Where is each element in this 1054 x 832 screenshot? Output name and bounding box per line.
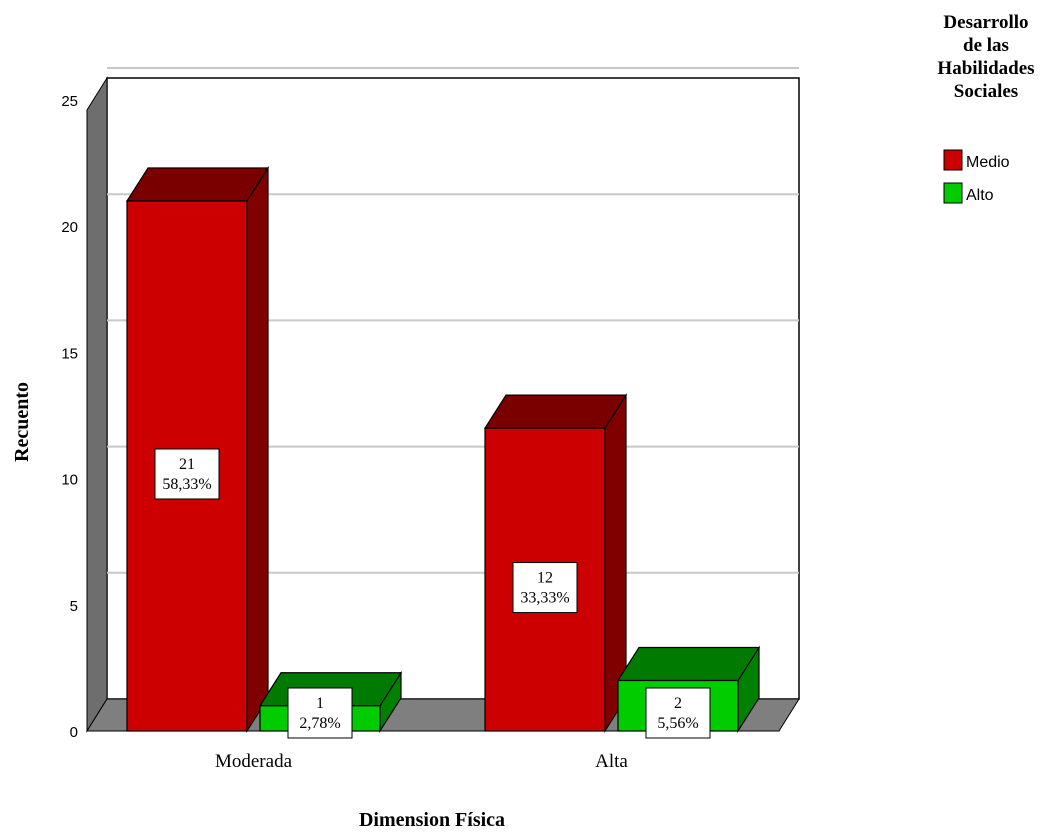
legend-item-medio: Medio: [943, 149, 1010, 171]
legend-swatch: [943, 149, 963, 171]
legend-title: de las: [963, 35, 1009, 56]
x-category-label: Moderada: [215, 751, 293, 772]
legend-title: Habilidades: [937, 58, 1034, 79]
legend-label: Alto: [966, 187, 994, 204]
x-category-label: Alta: [595, 751, 628, 772]
y-tick-label: 10: [61, 472, 78, 489]
data-label: 1 2,78%: [287, 687, 353, 739]
data-labels: 21 58,33% 1 2,78% 12 33,33% 2 5,56%: [154, 448, 711, 739]
bar-side: [246, 165, 269, 734]
data-label-percent: 58,33%: [162, 476, 211, 493]
data-label-box: [287, 687, 353, 739]
bar-medio-moderada: [125, 165, 270, 734]
bar-top: [616, 646, 761, 682]
chart-side-wall: [86, 76, 108, 733]
data-label: 2 5,56%: [645, 687, 711, 739]
data-label-count: 1: [316, 695, 324, 712]
legend-label: Medio: [966, 154, 1010, 171]
data-label-percent: 2,78%: [299, 715, 340, 732]
data-label-box: [512, 562, 578, 614]
bar-top: [125, 167, 270, 202]
data-label-count: 12: [537, 570, 553, 587]
data-label-box: [154, 448, 220, 500]
y-axis-ticks: 0 5 10 15 20 25: [61, 93, 78, 741]
legend-title: Sociales: [954, 81, 1018, 102]
bars: [125, 165, 761, 734]
y-axis-title: Recuento: [11, 382, 33, 462]
data-label-box: [645, 687, 711, 739]
legend-title: Desarrollo: [943, 12, 1028, 33]
data-label-percent: 33,33%: [520, 590, 569, 607]
x-axis-title: Dimension Física: [359, 809, 505, 831]
bar-medio-alta: [483, 393, 628, 734]
data-label: 12 33,33%: [512, 562, 578, 614]
y-tick-label: 25: [61, 93, 78, 110]
data-label-count: 21: [179, 456, 195, 473]
x-axis-categories: Moderada Alta: [215, 751, 628, 772]
bar-top: [483, 394, 628, 429]
y-tick-label: 0: [70, 724, 78, 741]
data-label-percent: 5,56%: [657, 715, 698, 732]
y-tick-label: 5: [70, 598, 78, 615]
legend-swatch: [943, 182, 963, 204]
y-tick-label: 20: [61, 219, 78, 236]
legend-item-alto: Alto: [943, 182, 994, 204]
data-label-count: 2: [674, 695, 682, 712]
y-tick-label: 15: [61, 345, 78, 362]
data-label: 21 58,33%: [154, 448, 220, 500]
